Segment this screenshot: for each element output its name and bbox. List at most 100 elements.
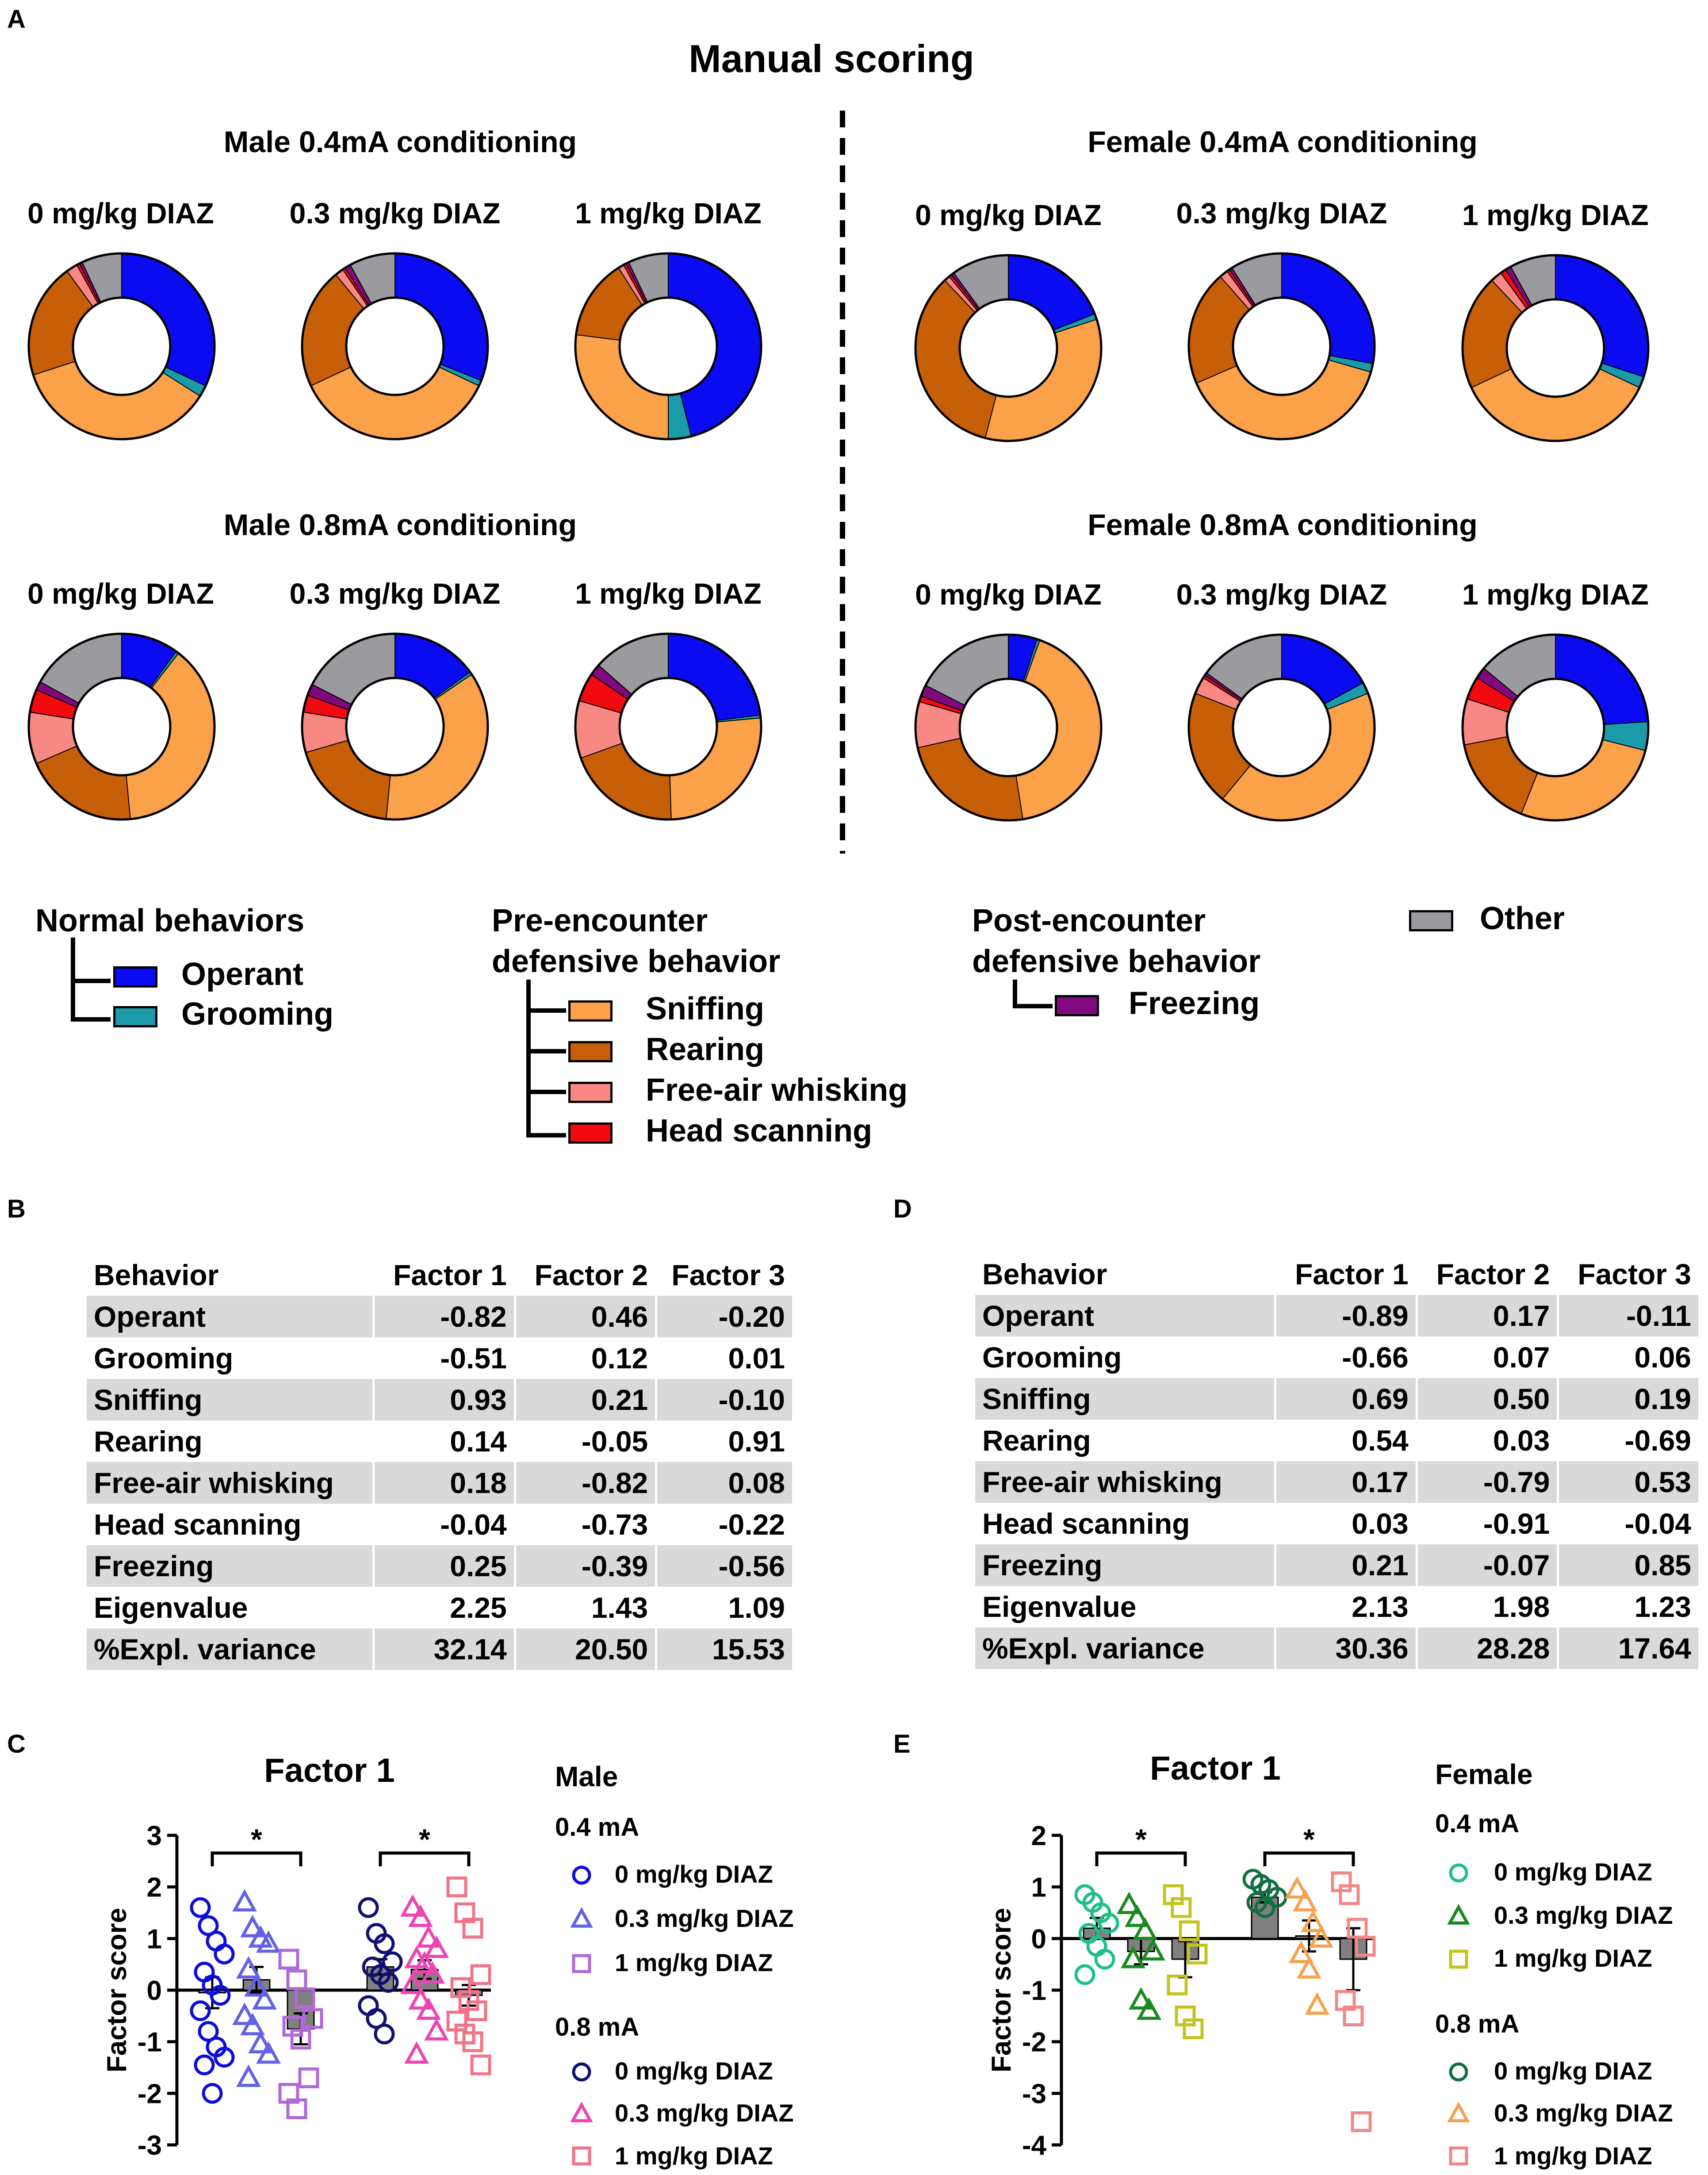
table-row: Freezing 0.25 -0.39 -0.56 xyxy=(87,1545,794,1587)
data-point xyxy=(194,2054,215,2075)
donut-chart xyxy=(301,252,489,440)
data-point xyxy=(302,2008,323,2029)
data-point xyxy=(232,2003,257,2025)
donut-outline xyxy=(574,632,762,821)
data-point xyxy=(244,1974,269,1997)
legend-triangle-icon xyxy=(1447,2102,1470,2122)
table-cell: -0.22 xyxy=(656,1504,794,1545)
data-point xyxy=(236,2064,261,2087)
donut-outline xyxy=(1461,254,1650,442)
factor-score-plot-female: 2 1 0 -1 -2 -3 -4 Factor score * * xyxy=(986,1821,1376,2161)
table-cell: -0.04 xyxy=(373,1504,516,1545)
table-header-row: Behavior Factor 1 Factor 2 Factor 3 xyxy=(87,1254,794,1296)
table-row: Eigenvalue 2.25 1.43 1.09 xyxy=(87,1587,794,1628)
legend-swatch-operant xyxy=(113,966,157,988)
table-header: Behavior xyxy=(87,1254,375,1296)
y-tick-label: 1 xyxy=(1031,1872,1046,1903)
table-cell: 20.50 xyxy=(515,1628,658,1670)
plot-legend-current: 0.8 mA xyxy=(1435,2010,1520,2038)
table-cell: 0.85 xyxy=(1558,1544,1700,1586)
panel-d-letter: D xyxy=(893,1195,912,1223)
data-point xyxy=(214,2047,235,2068)
panel-a-title: Manual scoring xyxy=(689,37,974,80)
table-cell: 1.09 xyxy=(656,1587,794,1628)
table-cell: 2.13 xyxy=(1275,1586,1418,1627)
table-cell: 0.14 xyxy=(373,1421,516,1462)
data-point xyxy=(404,2041,429,2064)
plot-legend-entry: 0 mg/kg DIAZ xyxy=(1494,2057,1652,2085)
table-cell: 0.21 xyxy=(1275,1544,1418,1586)
data-point xyxy=(1343,2005,1364,2026)
table-cell: 0.03 xyxy=(1275,1503,1418,1544)
table-cell: 15.53 xyxy=(656,1628,794,1670)
table-header: Factor 1 xyxy=(1275,1253,1418,1295)
table-cell: Freezing xyxy=(87,1545,375,1587)
donut-outline xyxy=(1187,252,1376,440)
data-point xyxy=(1133,1917,1157,1940)
table-cell: 0.18 xyxy=(373,1462,516,1504)
legend-label-sniffing: Sniffing xyxy=(646,991,764,1026)
data-point xyxy=(1301,1910,1325,1932)
dose-label: 1 mg/kg DIAZ xyxy=(575,197,762,230)
donut-hole xyxy=(618,677,718,777)
significance-bracket xyxy=(379,1851,471,1866)
legend-label-head-scanning: Head scanning xyxy=(646,1113,873,1149)
table-cell: 2.25 xyxy=(373,1587,516,1628)
donut-chart xyxy=(914,254,1103,442)
y-tick-label: 2 xyxy=(1031,1821,1046,1851)
plot-legend-current: 0.4 mA xyxy=(555,1813,640,1842)
table-cell: Operant xyxy=(87,1296,375,1337)
table-cell: %Expl. variance xyxy=(975,1627,1277,1669)
plot-legend-sex: Male xyxy=(555,1761,618,1792)
table-row: Grooming -0.66 0.07 0.06 xyxy=(975,1336,1700,1378)
table-cell: 1.43 xyxy=(515,1587,658,1628)
legend-swatch-head-scanning xyxy=(568,1122,613,1144)
legend-marker xyxy=(572,1954,591,1973)
y-tick-label: -4 xyxy=(1022,2130,1047,2161)
data-point xyxy=(1254,1897,1275,1918)
y-tick-label: -1 xyxy=(138,2027,162,2058)
plot-legend-entry: 0.3 mg/kg DIAZ xyxy=(1494,2099,1673,2127)
dose-label: 0.3 mg/kg DIAZ xyxy=(1176,197,1387,230)
table-cell: 0.69 xyxy=(1275,1378,1418,1420)
legend-label-grooming: Grooming xyxy=(181,996,333,1032)
table-cell: 0.25 xyxy=(373,1545,516,1587)
y-tick-label: -2 xyxy=(1022,2027,1046,2058)
data-point xyxy=(424,1935,449,1958)
data-point xyxy=(466,2000,487,2022)
significance-bracket xyxy=(211,1851,303,1866)
dose-label: 1 mg/kg DIAZ xyxy=(1462,578,1649,611)
legend-label-rearing: Rearing xyxy=(646,1032,765,1067)
y-tick-label: 1 xyxy=(147,1924,162,1954)
plot-title: Factor 1 xyxy=(1150,1750,1281,1787)
significance-star: * xyxy=(419,1823,430,1856)
data-point xyxy=(462,2031,483,2052)
table-cell: -0.91 xyxy=(1417,1503,1559,1544)
data-point xyxy=(416,1997,441,2020)
group-title-female-04: Female 0.4mA conditioning xyxy=(1088,125,1478,159)
donut-chart xyxy=(1187,633,1376,822)
plot-legend-entry: 1 mg/kg DIAZ xyxy=(1494,2142,1652,2170)
table-header: Factor 3 xyxy=(656,1254,794,1296)
donut-hole xyxy=(618,296,718,396)
table-cell: -0.11 xyxy=(1558,1295,1700,1336)
legend-marker xyxy=(1449,1949,1468,1969)
table-cell: -0.69 xyxy=(1558,1420,1700,1461)
legend-label-free-air-whisking: Free-air whisking xyxy=(646,1072,908,1108)
table-cell: Rearing xyxy=(975,1420,1277,1461)
legend-pre-title-1: Pre-encounter xyxy=(492,903,708,938)
data-point xyxy=(416,1925,441,1948)
table-cell: 0.50 xyxy=(1417,1378,1559,1420)
table-cell: Rearing xyxy=(87,1421,375,1462)
table-cell: Grooming xyxy=(87,1337,375,1379)
donut-hole xyxy=(1505,298,1605,398)
plot-legend-entry: 1 mg/kg DIAZ xyxy=(615,1949,773,1976)
data-point xyxy=(446,1876,467,1898)
table-cell: 1.23 xyxy=(1558,1586,1700,1627)
data-point xyxy=(1129,1987,1153,2010)
legend-marker xyxy=(570,1907,593,1928)
donut-chart xyxy=(914,633,1103,822)
table-cell: 0.17 xyxy=(1417,1295,1559,1336)
data-point xyxy=(210,1985,231,2006)
legend-marker xyxy=(572,2062,591,2082)
